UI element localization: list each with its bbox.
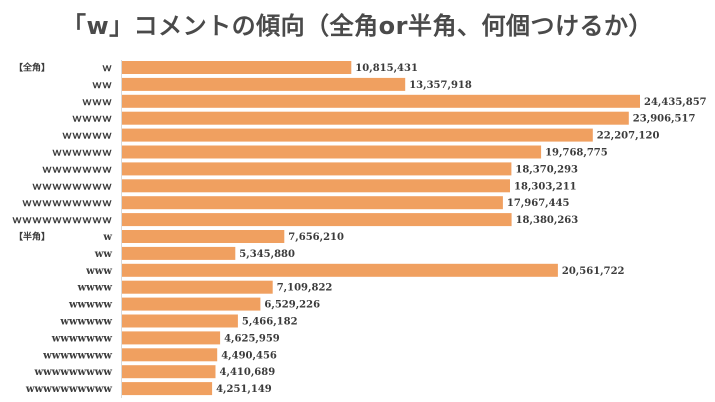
value-label: 24,435,857 — [644, 97, 707, 108]
category-label: wwwwwwww — [42, 350, 112, 361]
bar-zenkaku-5 — [122, 128, 593, 142]
category-label: ｗｗｗ — [82, 97, 112, 108]
value-label: 7,109,822 — [277, 283, 333, 294]
category-label: ｗｗｗｗｗｗｗ — [42, 164, 112, 175]
group-label: 【全角】 — [14, 62, 50, 74]
value-label: 5,466,182 — [242, 317, 298, 328]
category-label: wwww — [77, 283, 113, 294]
bar-hankaku-5 — [122, 297, 261, 311]
bar-hankaku-9 — [122, 365, 216, 379]
category-label: ｗｗｗｗｗｗ — [52, 148, 112, 159]
value-label: 4,490,456 — [221, 350, 277, 361]
bar-hankaku-2 — [122, 246, 236, 260]
bar-zenkaku-6 — [122, 145, 542, 159]
category-label: ｗｗｗｗｗｗｗｗｗ — [22, 198, 112, 209]
value-label: 10,815,431 — [355, 63, 418, 74]
value-label: 13,357,918 — [409, 80, 472, 91]
chart-title: 「w」コメントの傾向（全角or半角、何個つけるか） — [62, 12, 653, 40]
category-label: wwwwwww — [51, 333, 113, 344]
category-label: ｗｗ — [92, 80, 112, 91]
bar-hankaku-4 — [122, 280, 273, 294]
bar-zenkaku-4 — [122, 111, 629, 125]
category-label: ｗｗｗｗｗｗｗｗｗｗ — [12, 215, 112, 226]
bar-zenkaku-8 — [122, 179, 510, 193]
value-label: 18,380,263 — [516, 215, 579, 226]
bar-hankaku-6 — [122, 314, 238, 328]
category-label: w — [102, 232, 112, 243]
value-label: 20,561,722 — [562, 266, 625, 277]
value-label: 19,768,775 — [545, 148, 608, 159]
bar-hankaku-3 — [122, 263, 558, 277]
category-label: www — [85, 266, 112, 277]
bar-zenkaku-3 — [122, 94, 640, 108]
value-label: 22,207,120 — [597, 131, 660, 142]
bars-layer: ｗ 【全角】 10,815,431 ｗｗ 13,357,918 ｗｗｗ 24,435,857… — [12, 61, 707, 396]
category-label: wwwww — [68, 300, 112, 311]
bar-zenkaku-7 — [122, 162, 512, 176]
value-label: 4,410,689 — [220, 367, 276, 378]
category-label: ｗｗｗｗ — [72, 114, 112, 125]
bar-hankaku-1 — [122, 230, 285, 243]
bar-hankaku-8 — [122, 348, 218, 362]
value-label: 23,906,517 — [633, 114, 696, 125]
category-label: ｗｗｗｗｗｗｗｗ — [32, 181, 112, 192]
value-label: 4,625,959 — [224, 333, 280, 344]
category-label: ｗｗｗｗｗ — [62, 131, 112, 142]
value-label: 7,656,210 — [288, 232, 344, 243]
bar-zenkaku-1 — [122, 61, 352, 74]
bar-zenkaku-9 — [122, 196, 503, 210]
category-label: wwwwwwwww — [34, 367, 113, 378]
category-label: wwwwwwwwww — [25, 384, 112, 395]
bar-hankaku-10 — [122, 382, 213, 396]
value-label: 5,345,880 — [239, 249, 295, 260]
category-label: ww — [94, 249, 113, 260]
value-label: 18,370,293 — [515, 164, 578, 175]
bar-zenkaku-10 — [122, 213, 512, 227]
group-label: 【半角】 — [14, 231, 50, 243]
bar-hankaku-7 — [122, 331, 221, 345]
bar-zenkaku-2 — [122, 77, 406, 91]
value-label: 17,967,445 — [507, 198, 570, 209]
value-label: 18,303,211 — [514, 181, 577, 192]
value-label: 6,529,226 — [264, 300, 320, 311]
category-label: ｗ — [102, 63, 112, 74]
value-label: 4,251,149 — [216, 384, 272, 395]
category-label: wwwwww — [59, 317, 112, 328]
